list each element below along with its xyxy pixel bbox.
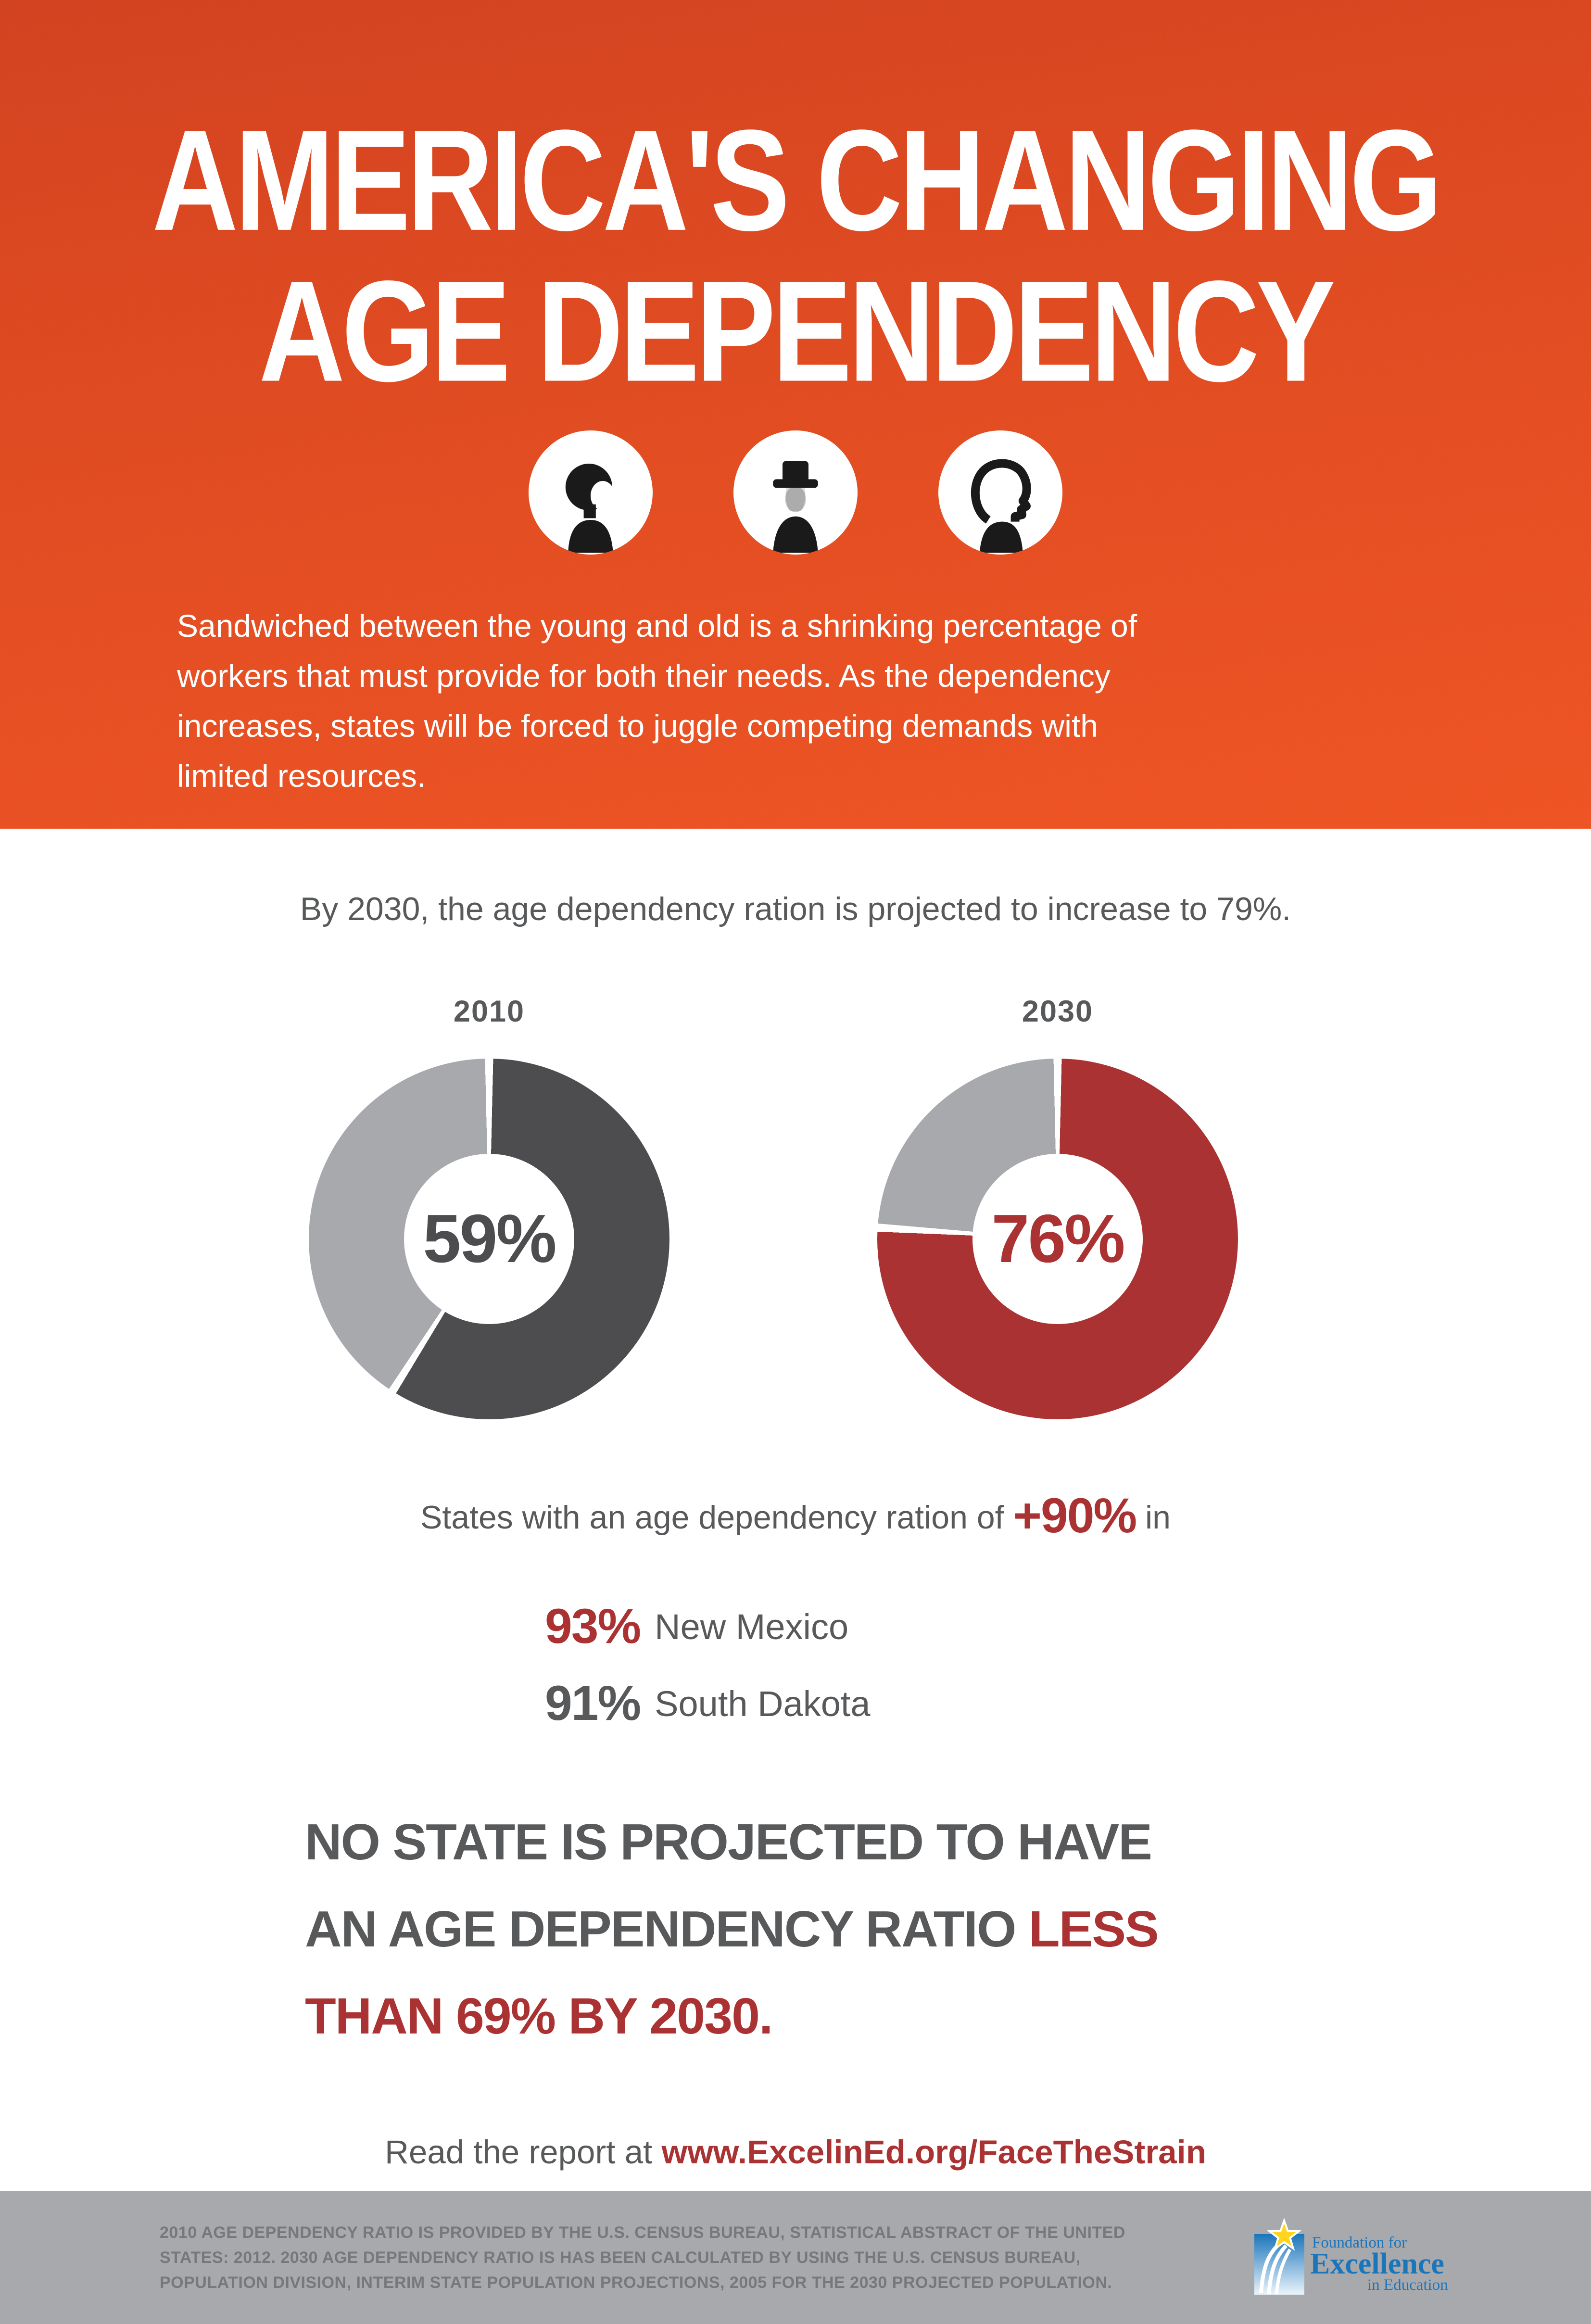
states-headline: States with an age dependency ration of … (0, 1488, 1591, 1544)
state-name: South Dakota (655, 1684, 871, 1724)
chart-2030: 2030 76% (877, 994, 1238, 1419)
source-line: 2010 AGE DEPENDENCY RATIO IS PROVIDED BY… (160, 2223, 1125, 2242)
age-group-icons (0, 430, 1591, 555)
header-section: AMERICA'S CHANGING AGE DEPENDENCY (0, 0, 1591, 829)
donut-value-2010: 59% (423, 1200, 556, 1277)
report-url-link[interactable]: www.ExcelinEd.org/FaceTheStrain (661, 2134, 1206, 2171)
source-citation: 2010 AGE DEPENDENCY RATIO IS PROVIDED BY… (160, 2220, 1125, 2295)
statement-line-1: NO STATE IS PROJECTED TO HAVE (305, 1799, 1591, 1886)
statement-red-text: LESS (1028, 1901, 1159, 1958)
source-line: STATES: 2012. 2030 AGE DEPENDENCY RATIO … (160, 2248, 1081, 2267)
chart-2010: 2010 59% (309, 994, 669, 1419)
report-callout: Read the report at www.ExcelinEd.org/Fac… (0, 2133, 1591, 2171)
intro-line: limited resources. (177, 758, 426, 794)
state-row-south-dakota: 91% South Dakota (545, 1665, 1591, 1742)
source-line: POPULATION DIVISION, INTERIM STATE POPUL… (160, 2273, 1112, 2292)
donut-hole-2010: 59% (404, 1154, 574, 1324)
state-name: New Mexico (655, 1607, 849, 1647)
statement-red-text: THAN 69% BY 2030. (305, 1988, 773, 2045)
state-row-new-mexico: 93% New Mexico (545, 1588, 1591, 1665)
adult-with-hat-icon (733, 430, 858, 555)
state-value: 91% (545, 1676, 641, 1730)
footer-section: 2010 AGE DEPENDENCY RATIO IS PROVIDED BY… (0, 2191, 1591, 2324)
intro-line: Sandwiched between the young and old is … (177, 608, 1137, 644)
logo-swoosh (1275, 2248, 1292, 2294)
excelined-logo: Foundation for Excellence in Education (1254, 2217, 1461, 2299)
statement-line-2: AN AGE DEPENDENCY RATIO LESS (305, 1886, 1591, 1973)
main-section: By 2030, the age dependency ration is pr… (0, 829, 1591, 2171)
donut-ring-2030: 76% (877, 1059, 1238, 1419)
page-title: AMERICA'S CHANGING AGE DEPENDENCY (95, 0, 1495, 407)
intro-line: workers that must provide for both their… (177, 658, 1111, 694)
chart-2010-label: 2010 (453, 995, 525, 1028)
elderly-person-icon (938, 430, 1062, 555)
logo-text-line2: Excellence (1310, 2248, 1444, 2280)
states-headline-prefix: States with an age dependency ration of (420, 1499, 1013, 1536)
donut-value-2030: 76% (991, 1200, 1125, 1277)
donut-hole-2030: 76% (972, 1154, 1143, 1324)
projection-statement: By 2030, the age dependency ration is pr… (300, 891, 1291, 927)
logo-text-line3: in Education (1367, 2276, 1448, 2294)
logo-star-icon (1266, 2217, 1302, 2251)
states-headline-highlight: +90% (1013, 1488, 1137, 1543)
no-state-statement: NO STATE IS PROJECTED TO HAVE AN AGE DEP… (305, 1799, 1591, 2060)
intro-paragraph: Sandwiched between the young and old is … (177, 601, 1591, 801)
state-value: 93% (545, 1599, 641, 1654)
report-prefix: Read the report at (385, 2134, 662, 2171)
logo-text-line1: Foundation for (1312, 2234, 1407, 2251)
child-icon (529, 430, 653, 555)
statement-gray-text: AN AGE DEPENDENCY RATIO (305, 1901, 1029, 1958)
page-title-line2: AGE DEPENDENCY (259, 251, 1336, 412)
donut-ring-2010: 59% (309, 1059, 669, 1419)
states-list: 93% New Mexico 91% South Dakota (545, 1588, 1591, 1742)
statement-line-3: THAN 69% BY 2030. (305, 1973, 1591, 2060)
donut-charts: 2010 59% 2030 76% (0, 994, 1569, 1419)
intro-line: increases, states will be forced to jugg… (177, 708, 1098, 744)
page-title-line1: AMERICA'S CHANGING (152, 100, 1442, 261)
chart-2030-label: 2030 (1022, 995, 1094, 1028)
logo-swoosh (1267, 2244, 1288, 2294)
statement-gray-text: NO STATE IS PROJECTED TO HAVE (305, 1814, 1152, 1870)
states-headline-suffix: in (1136, 1499, 1171, 1536)
